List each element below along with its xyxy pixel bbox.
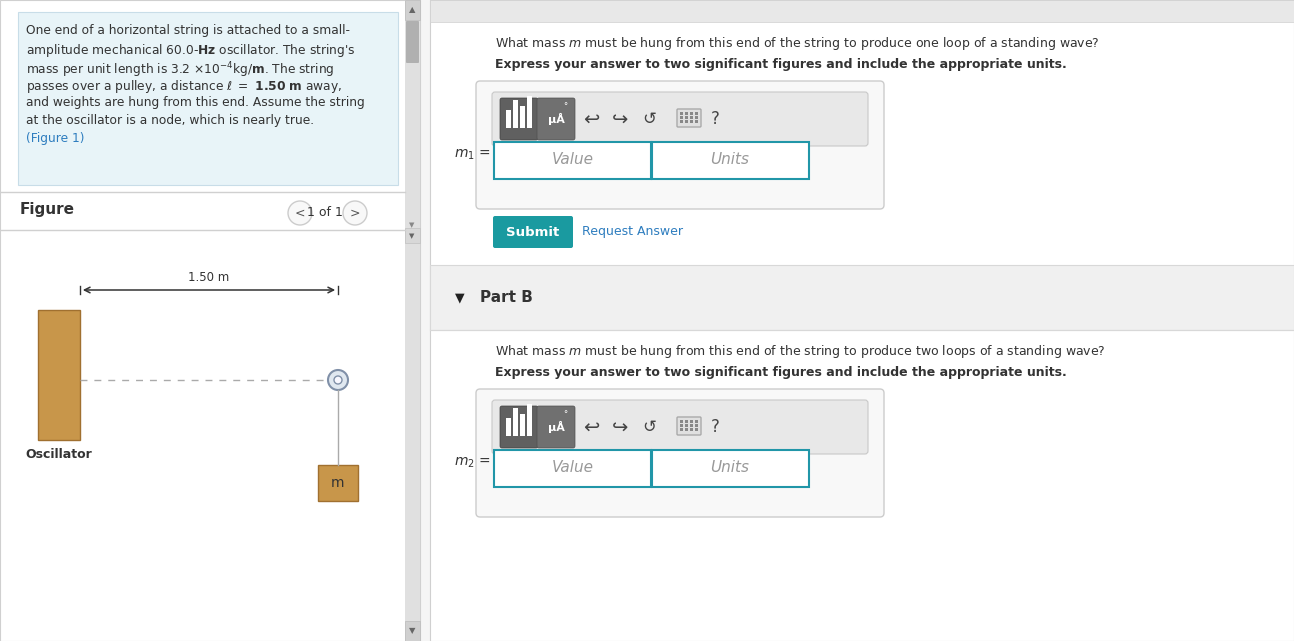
Text: $m_1$ =: $m_1$ = bbox=[454, 148, 490, 162]
Text: One end of a horizontal string is attached to a small-: One end of a horizontal string is attach… bbox=[26, 24, 349, 37]
Text: ?: ? bbox=[710, 418, 719, 436]
Text: °: ° bbox=[563, 102, 567, 111]
FancyBboxPatch shape bbox=[0, 0, 421, 641]
FancyBboxPatch shape bbox=[685, 116, 688, 119]
Circle shape bbox=[334, 376, 342, 384]
FancyBboxPatch shape bbox=[690, 428, 694, 431]
FancyBboxPatch shape bbox=[652, 450, 809, 487]
Text: What mass $m$ must be hung from this end of the string to produce one loop of a : What mass $m$ must be hung from this end… bbox=[496, 35, 1100, 52]
FancyBboxPatch shape bbox=[681, 428, 683, 431]
Circle shape bbox=[343, 201, 367, 225]
Text: Value: Value bbox=[553, 153, 594, 167]
FancyBboxPatch shape bbox=[695, 120, 697, 122]
FancyBboxPatch shape bbox=[527, 404, 532, 436]
Text: Oscillator: Oscillator bbox=[26, 448, 92, 461]
FancyBboxPatch shape bbox=[406, 21, 419, 63]
FancyBboxPatch shape bbox=[652, 142, 809, 179]
Text: at the oscillator is a node, which is nearly true.: at the oscillator is a node, which is ne… bbox=[26, 114, 314, 127]
FancyBboxPatch shape bbox=[506, 418, 511, 436]
FancyBboxPatch shape bbox=[430, 265, 1294, 330]
FancyBboxPatch shape bbox=[695, 116, 697, 119]
Text: ↩: ↩ bbox=[582, 417, 599, 437]
FancyBboxPatch shape bbox=[18, 12, 399, 185]
Text: ▼: ▼ bbox=[409, 222, 414, 228]
FancyBboxPatch shape bbox=[690, 120, 694, 122]
FancyBboxPatch shape bbox=[677, 417, 701, 435]
Text: Units: Units bbox=[710, 153, 749, 167]
FancyBboxPatch shape bbox=[695, 420, 697, 422]
FancyBboxPatch shape bbox=[506, 110, 511, 128]
Text: ?: ? bbox=[710, 110, 719, 128]
FancyBboxPatch shape bbox=[527, 96, 532, 128]
FancyBboxPatch shape bbox=[38, 310, 80, 440]
Text: ↩: ↩ bbox=[582, 110, 599, 128]
Text: °: ° bbox=[563, 410, 567, 419]
Text: What mass $m$ must be hung from this end of the string to produce two loops of a: What mass $m$ must be hung from this end… bbox=[496, 343, 1106, 360]
Circle shape bbox=[289, 201, 312, 225]
Text: 1.50 m: 1.50 m bbox=[189, 271, 229, 284]
Text: $m_2$ =: $m_2$ = bbox=[454, 456, 490, 470]
Text: Figure: Figure bbox=[19, 202, 75, 217]
Text: Value: Value bbox=[553, 460, 594, 476]
FancyBboxPatch shape bbox=[492, 92, 868, 146]
FancyBboxPatch shape bbox=[690, 420, 694, 422]
Text: ▼: ▼ bbox=[409, 626, 415, 635]
Text: passes over a pulley, a distance $\ell$ $=$ $\mathbf{1.50}$ $\mathbf{m}$ away,: passes over a pulley, a distance $\ell$ … bbox=[26, 78, 342, 95]
FancyBboxPatch shape bbox=[494, 450, 651, 487]
Text: ▲: ▲ bbox=[409, 6, 415, 15]
FancyBboxPatch shape bbox=[430, 0, 1294, 641]
Text: Express your answer to two significant figures and include the appropriate units: Express your answer to two significant f… bbox=[496, 366, 1066, 379]
FancyBboxPatch shape bbox=[681, 112, 683, 115]
FancyBboxPatch shape bbox=[681, 116, 683, 119]
FancyBboxPatch shape bbox=[499, 98, 538, 140]
Text: <: < bbox=[295, 206, 305, 219]
Text: ↪: ↪ bbox=[612, 417, 628, 437]
Text: ↪: ↪ bbox=[612, 110, 628, 128]
FancyBboxPatch shape bbox=[690, 424, 694, 426]
FancyBboxPatch shape bbox=[405, 0, 421, 641]
Text: ▼: ▼ bbox=[455, 292, 465, 304]
Text: m: m bbox=[331, 476, 344, 490]
FancyBboxPatch shape bbox=[512, 100, 518, 128]
Text: Part B: Part B bbox=[480, 290, 533, 306]
FancyBboxPatch shape bbox=[520, 106, 525, 128]
FancyBboxPatch shape bbox=[695, 112, 697, 115]
Text: ▼: ▼ bbox=[409, 233, 414, 239]
FancyBboxPatch shape bbox=[685, 120, 688, 122]
FancyBboxPatch shape bbox=[405, 228, 421, 243]
FancyBboxPatch shape bbox=[537, 98, 575, 140]
FancyBboxPatch shape bbox=[430, 0, 1294, 22]
Text: μÅ: μÅ bbox=[547, 421, 564, 433]
FancyBboxPatch shape bbox=[499, 406, 538, 448]
FancyBboxPatch shape bbox=[685, 420, 688, 422]
FancyBboxPatch shape bbox=[405, 0, 421, 20]
Circle shape bbox=[327, 370, 348, 390]
Text: Units: Units bbox=[710, 460, 749, 476]
FancyBboxPatch shape bbox=[685, 424, 688, 426]
FancyBboxPatch shape bbox=[695, 424, 697, 426]
FancyBboxPatch shape bbox=[520, 414, 525, 436]
FancyBboxPatch shape bbox=[476, 389, 884, 517]
Text: Submit: Submit bbox=[506, 226, 559, 238]
FancyBboxPatch shape bbox=[695, 428, 697, 431]
Text: Express your answer to two significant figures and include the appropriate units: Express your answer to two significant f… bbox=[496, 58, 1066, 71]
FancyBboxPatch shape bbox=[681, 420, 683, 422]
FancyBboxPatch shape bbox=[681, 424, 683, 426]
FancyBboxPatch shape bbox=[493, 216, 573, 248]
FancyBboxPatch shape bbox=[690, 116, 694, 119]
Text: (Figure 1): (Figure 1) bbox=[26, 132, 84, 145]
FancyBboxPatch shape bbox=[476, 81, 884, 209]
FancyBboxPatch shape bbox=[492, 400, 868, 454]
Text: and weights are hung from this end. Assume the string: and weights are hung from this end. Assu… bbox=[26, 96, 365, 109]
Text: ↺: ↺ bbox=[642, 110, 656, 128]
FancyBboxPatch shape bbox=[537, 406, 575, 448]
Text: mass per unit length is 3.2 $\times10^{-4}$kg/$\mathbf{m}$. The string: mass per unit length is 3.2 $\times10^{-… bbox=[26, 60, 335, 79]
FancyBboxPatch shape bbox=[494, 142, 651, 179]
Text: ↺: ↺ bbox=[642, 418, 656, 436]
Text: >: > bbox=[349, 206, 360, 219]
Text: Request Answer: Request Answer bbox=[582, 226, 683, 238]
FancyBboxPatch shape bbox=[685, 428, 688, 431]
FancyBboxPatch shape bbox=[681, 120, 683, 122]
FancyBboxPatch shape bbox=[512, 408, 518, 436]
